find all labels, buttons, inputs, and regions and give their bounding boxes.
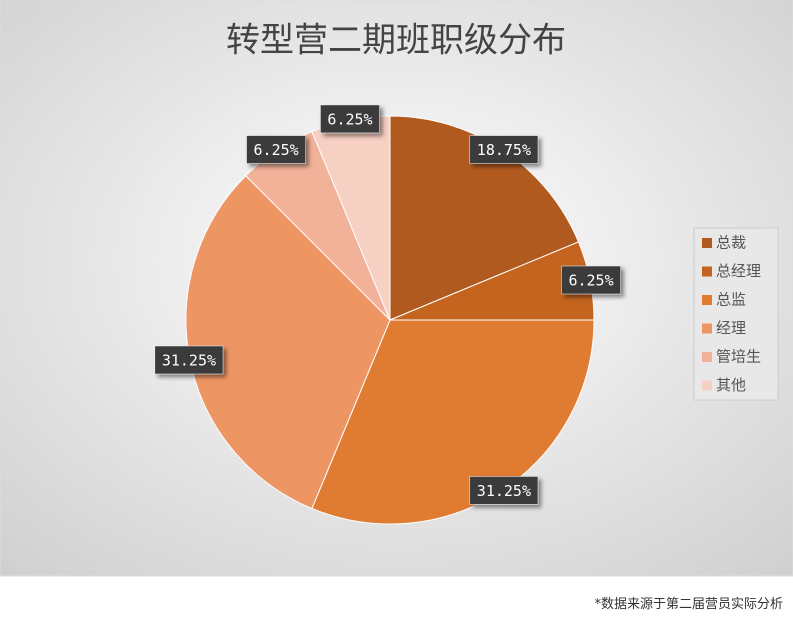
- legend-label: 总裁: [716, 234, 746, 252]
- data-label: 31.25%: [154, 345, 224, 375]
- data-label-text: 31.25%: [477, 482, 531, 500]
- legend-swatch: [702, 323, 712, 334]
- data-label: 6.25%: [320, 104, 380, 134]
- data-label: 31.25%: [469, 476, 539, 505]
- legend-box: [693, 227, 779, 401]
- footnote: *数据来源于第二届营员实际分析: [594, 597, 783, 612]
- data-label-text: 6.25%: [568, 272, 613, 290]
- data-label-text: 31.25%: [162, 351, 216, 369]
- legend-swatch: [702, 295, 712, 305]
- data-label: 6.25%: [246, 135, 306, 164]
- data-label-box: [469, 476, 539, 505]
- legend-label: 总经理: [716, 262, 761, 280]
- legend-swatch: [702, 380, 712, 391]
- legend-label: 总监: [716, 291, 746, 309]
- legend-swatch: [702, 352, 712, 362]
- data-label-box: [246, 135, 306, 164]
- data-label-text: 6.25%: [254, 141, 299, 159]
- data-label-text: 6.25%: [327, 110, 372, 128]
- legend-label: 其他: [716, 376, 746, 394]
- data-label-text: 18.75%: [477, 141, 531, 159]
- data-label-box: [561, 265, 621, 295]
- chart: 转型营二期班职级分布 18.75% 6.25% 31.25% 31.25% 6.25% 6…: [0, 0, 793, 577]
- legend-label: 管培生: [716, 348, 761, 366]
- legend-swatch: [702, 266, 712, 277]
- data-label: 6.25%: [561, 265, 621, 295]
- data-label-box: [320, 104, 380, 134]
- chart-title: 转型营二期班职级分布: [226, 21, 566, 61]
- data-label-box: [469, 135, 539, 164]
- data-label-box: [154, 345, 224, 375]
- legend-label: 经理: [716, 319, 746, 337]
- legend-swatch: [702, 238, 712, 248]
- data-label: 18.75%: [469, 135, 539, 164]
